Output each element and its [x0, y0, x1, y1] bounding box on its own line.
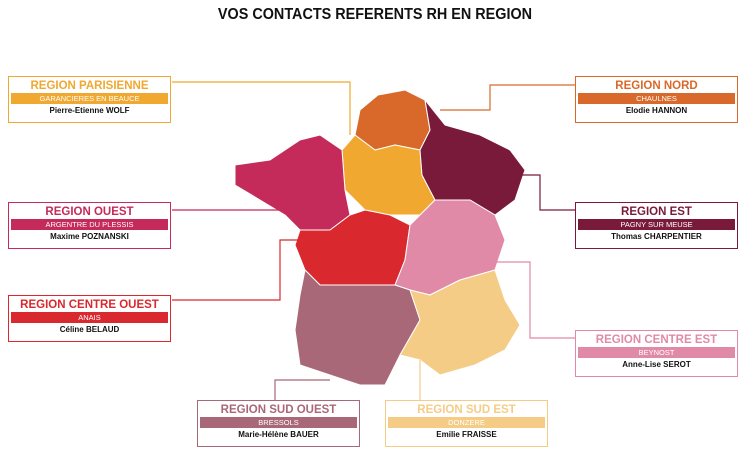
connector [172, 239, 310, 301]
site-name: GARANCIERES EN BEAUCE [11, 93, 168, 104]
contact-name: Marie-Hélène BAUER [238, 430, 319, 439]
connector [505, 174, 575, 211]
contact-name: Céline BELAUD [59, 325, 120, 334]
contact-name: Maxime POZNANSKI [50, 232, 129, 241]
site-name: BRESSOLS [200, 417, 357, 428]
contact-box: REGION SUD OUEST BRESSOLS Marie-Hélène BAU… [197, 400, 360, 447]
site-name: BEYNOST [578, 347, 735, 358]
region-est [419, 99, 526, 216]
region-name: REGION CENTRE EST [595, 334, 718, 346]
region-sud-est [399, 269, 521, 376]
contact-box: REGION NORD CHAULNES Elodie HANNON [575, 76, 738, 123]
site-name: DONZERE [388, 417, 545, 428]
title: VOS CONTACTS REFERENTS RH EN REGION [217, 6, 533, 23]
region-ouest [234, 134, 351, 231]
region-sud-ouest [294, 269, 421, 386]
contact-box: REGION CENTRE EST BEYNOST Anne-Lise SEROT [575, 330, 738, 377]
site-name: PAGNY SUR MEUSE [578, 219, 735, 230]
region-name: REGION NORD [615, 80, 698, 92]
site-name: CHAULNES [578, 93, 735, 104]
connector [440, 84, 575, 111]
connector [172, 81, 351, 135]
contact-box: REGION EST PAGNY SUR MEUSE Thomas CHARPENT… [575, 202, 738, 249]
connector [274, 379, 330, 400]
region-name: REGION OUEST [45, 206, 134, 218]
region-name: REGION EST [621, 206, 692, 218]
contact-name: Pierre-Etienne WOLF [49, 106, 130, 115]
contact-box: REGION SUD EST DONZERE Emilie FRAISSE [385, 400, 548, 447]
region-name: REGION PARISIENNE [30, 80, 149, 92]
contact-name: Anne-Lise SEROT [622, 360, 691, 369]
contact-name: Thomas CHARPENTIER [611, 232, 702, 241]
contact-name: Elodie HANNON [625, 106, 688, 115]
contact-box: REGION PARISIENNE GARANCIERES EN BEAUCE Pi… [8, 76, 171, 123]
site-name: ARGENTRE DU PLESSIS [11, 219, 168, 230]
region-nord [354, 89, 431, 151]
site-name: ANAIS [11, 312, 168, 323]
contact-name: Emilie FRAISSE [436, 430, 497, 439]
region-name: REGION CENTRE OUEST [20, 299, 159, 311]
region-name: REGION SUD EST [417, 404, 516, 416]
region-name: REGION SUD OUEST [220, 404, 337, 416]
connector [495, 261, 575, 339]
contact-box: REGION OUEST ARGENTRE DU PLESSIS Maxime PO… [8, 202, 171, 249]
contact-box: REGION CENTRE OUEST ANAIS Céline BELAUD [8, 295, 171, 342]
